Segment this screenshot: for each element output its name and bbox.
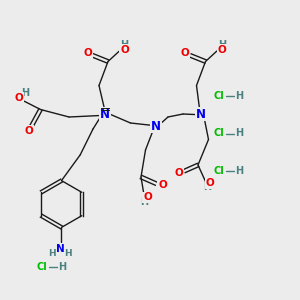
Text: H: H	[58, 262, 67, 272]
Text: N: N	[100, 107, 110, 121]
Text: O: O	[14, 93, 23, 103]
Text: H: H	[203, 182, 211, 193]
Text: O: O	[218, 45, 226, 55]
Text: H: H	[218, 40, 226, 50]
Text: O: O	[206, 178, 214, 188]
Text: H: H	[48, 249, 56, 258]
Text: O: O	[25, 126, 34, 136]
Text: Cl: Cl	[214, 166, 224, 176]
Text: Cl: Cl	[214, 128, 224, 139]
Text: O: O	[83, 48, 92, 58]
Text: O: O	[143, 192, 152, 203]
Text: Cl: Cl	[37, 262, 47, 272]
Text: Cl: Cl	[214, 91, 224, 101]
Text: N: N	[196, 107, 206, 121]
Text: H: H	[140, 196, 148, 207]
Text: N: N	[151, 119, 161, 133]
Text: H: H	[235, 91, 244, 101]
Text: H: H	[21, 88, 29, 98]
Text: O: O	[120, 45, 129, 55]
Text: O: O	[158, 180, 167, 190]
Text: H: H	[64, 249, 72, 258]
Text: H: H	[235, 166, 244, 176]
Text: O: O	[174, 168, 183, 178]
Text: N: N	[56, 244, 64, 254]
Text: H: H	[235, 128, 244, 139]
Text: H: H	[120, 40, 129, 50]
Text: O: O	[181, 48, 190, 58]
